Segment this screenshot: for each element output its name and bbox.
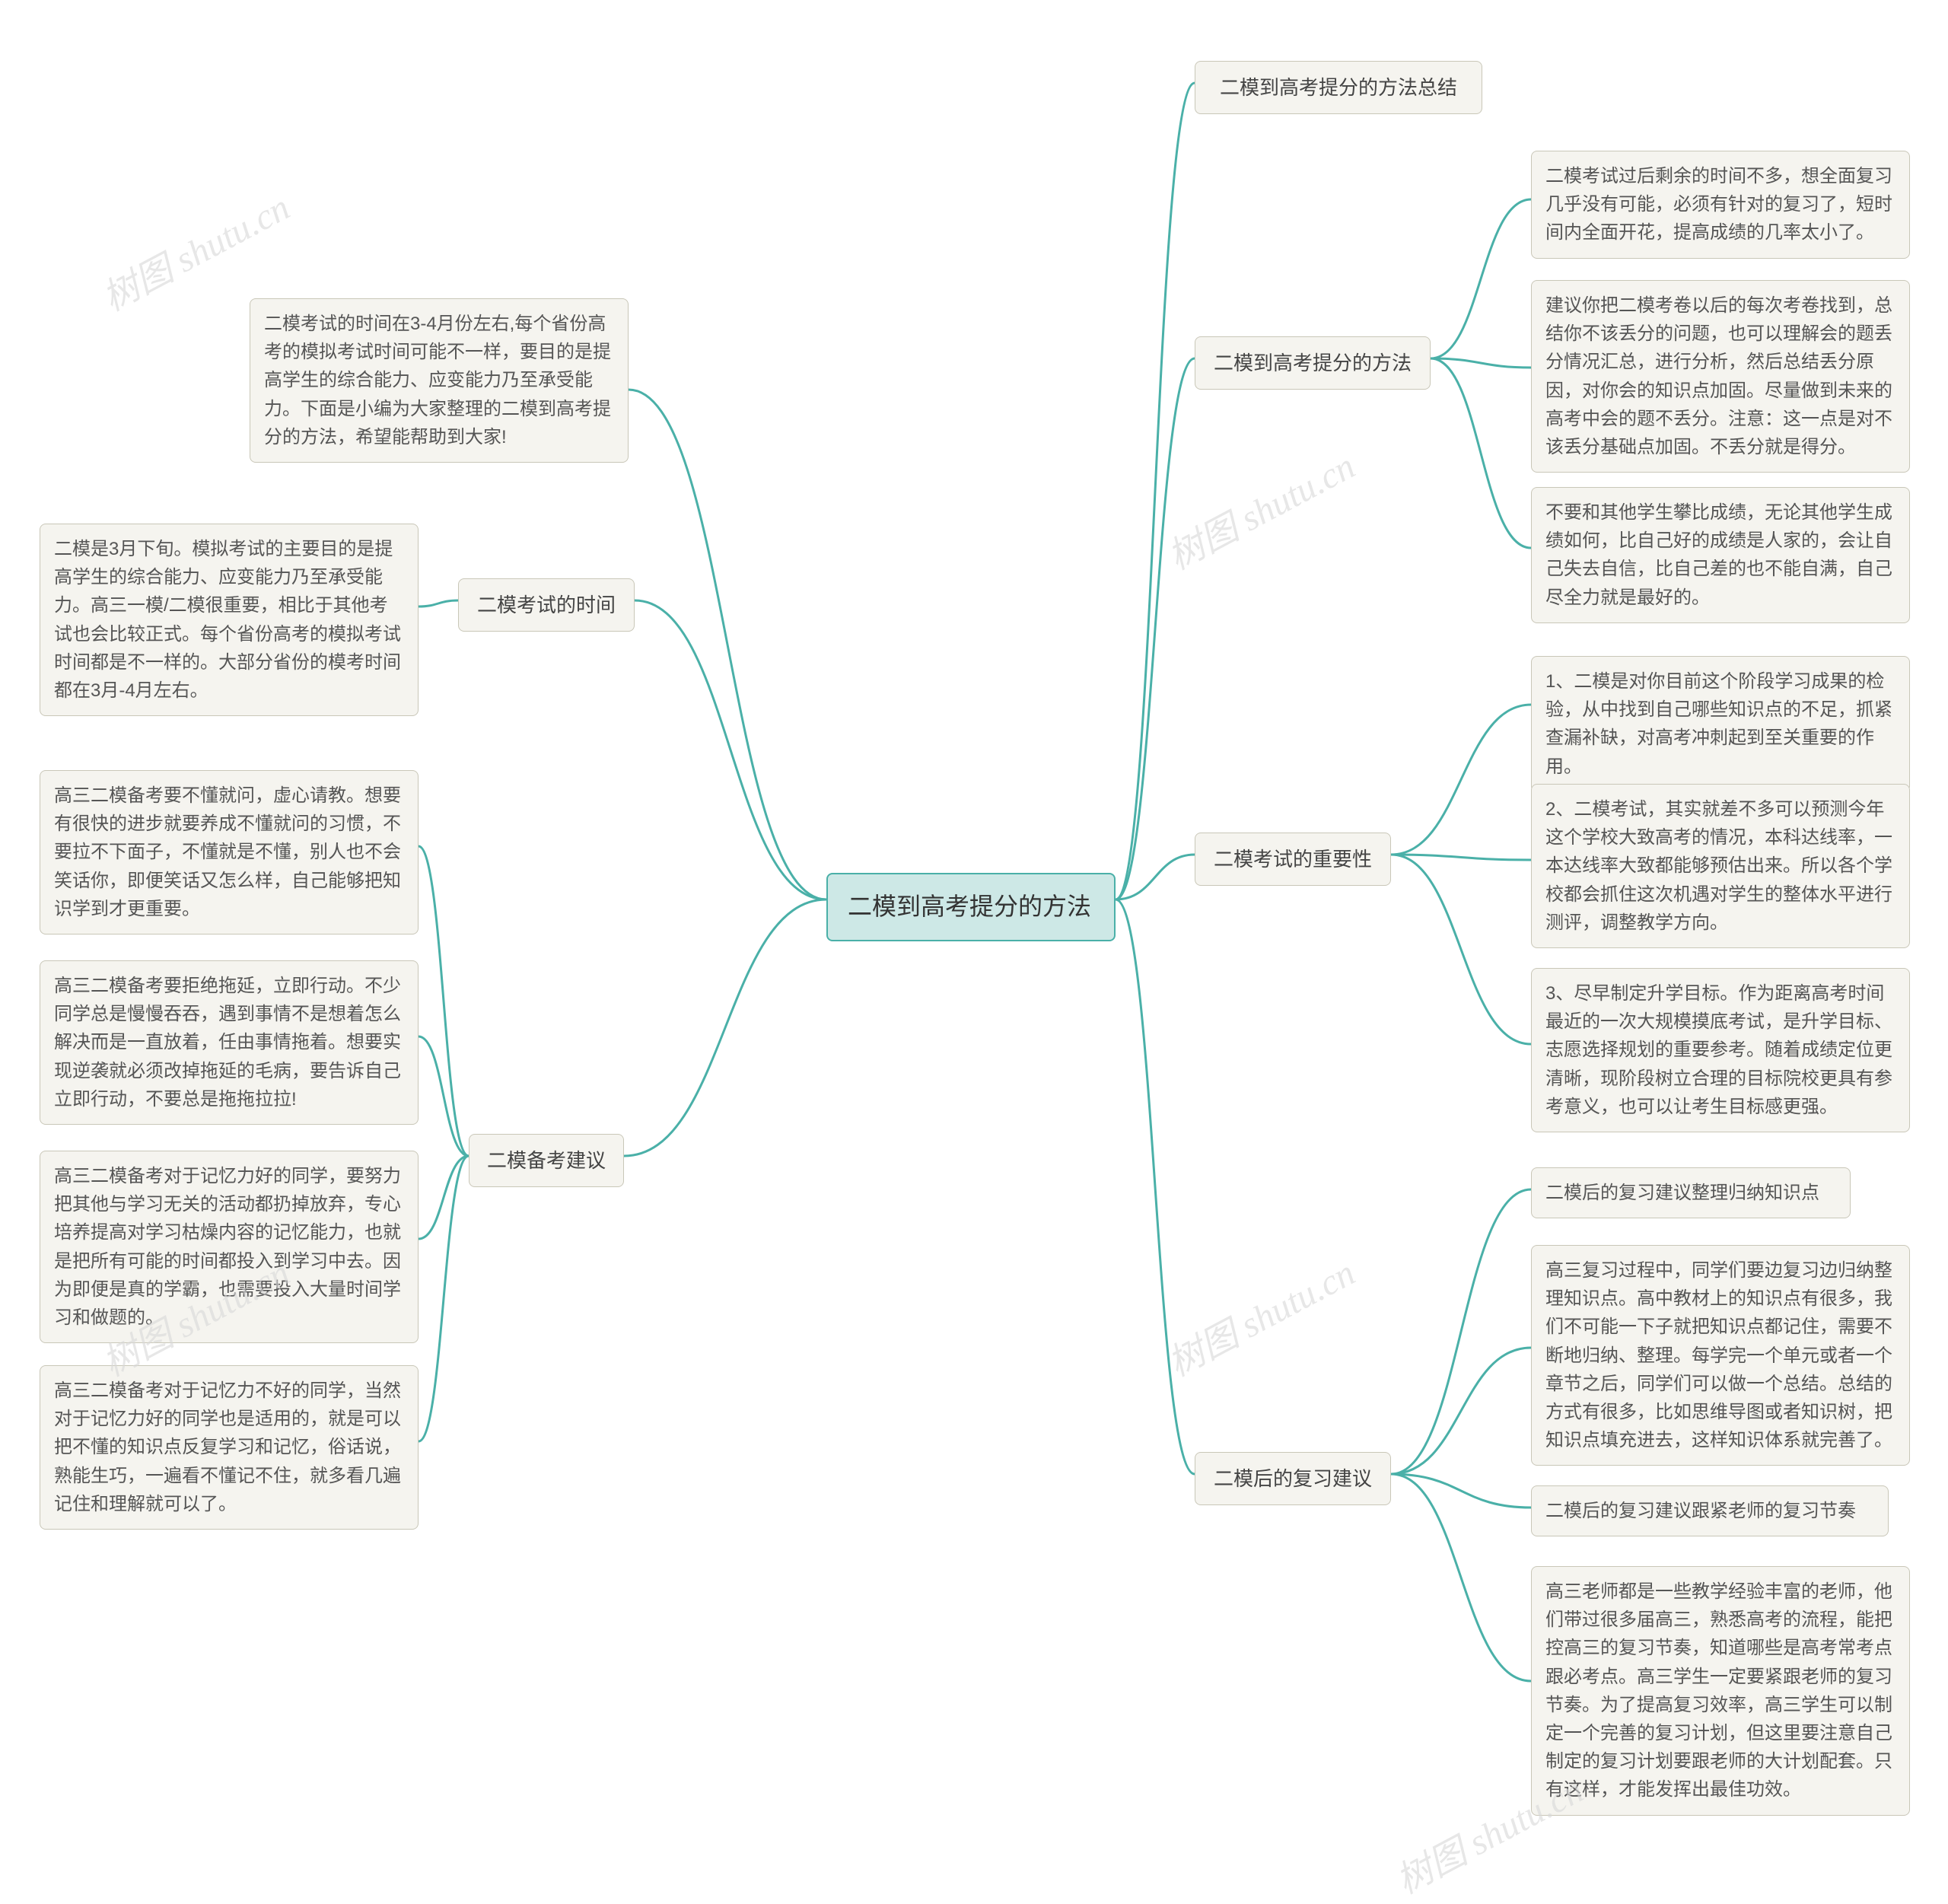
- mindmap-node: 二模考试的时间: [458, 578, 635, 632]
- mindmap-node: 二模到高考提分的方法: [1195, 336, 1431, 390]
- mindmap-node: 高三老师都是一些教学经验丰富的老师，他们带过很多届高三，熟悉高考的流程，能把控高…: [1531, 1566, 1910, 1816]
- mindmap-node: 高三二模备考对于记忆力好的同学，要努力把其他与学习无关的活动都扔掉放弃，专心培养…: [40, 1151, 419, 1343]
- watermark: 树图 shutu.cn: [1157, 437, 1363, 580]
- mindmap-node: 二模考试的时间在3-4月份左右,每个省份高考的模拟考试时间可能不一样，要目的是提…: [250, 298, 629, 463]
- mindmap-node: 高三二模备考要拒绝拖延，立即行动。不少同学总是慢慢吞吞，遇到事情不是想着怎么解决…: [40, 960, 419, 1125]
- mindmap-node: 3、尽早制定升学目标。作为距离高考时间最近的一次大规模摸底考试，是升学目标、志愿…: [1531, 968, 1910, 1132]
- mindmap-node: 高三复习过程中，同学们要边复习边归纳整理知识点。高中教材上的知识点有很多，我们不…: [1531, 1245, 1910, 1466]
- mindmap-node: 高三二模备考要不懂就问，虚心请教。想要有很快的进步就要养成不懂就问的习惯，不要拉…: [40, 770, 419, 934]
- mindmap-node: 二模考试过后剩余的时间不多，想全面复习几乎没有可能，必须有针对的复习了，短时间内…: [1531, 151, 1910, 259]
- mindmap-node: 二模是3月下旬。模拟考试的主要目的是提高学生的综合能力、应变能力乃至承受能力。高…: [40, 524, 419, 716]
- mindmap-node: 二模后的复习建议: [1195, 1452, 1391, 1505]
- mindmap-node: 高三二模备考对于记忆力不好的同学，当然对于记忆力好的同学也是适用的，就是可以把不…: [40, 1365, 419, 1530]
- mindmap-node: 1、二模是对你目前这个阶段学习成果的检验，从中找到自己哪些知识点的不足，抓紧查漏…: [1531, 656, 1910, 792]
- mindmap-node: 不要和其他学生攀比成绩，无论其他学生成绩如何，比自己好的成绩是人家的，会让自己失…: [1531, 487, 1910, 623]
- mindmap-node: 二模备考建议: [469, 1134, 624, 1187]
- mindmap-node: 建议你把二模考卷以后的每次考卷找到，总结你不该丢分的问题，也可以理解会的题丢分情…: [1531, 280, 1910, 473]
- mindmap-node: 2、二模考试，其实就差不多可以预测今年这个学校大致高考的情况，本科达线率，一本达…: [1531, 784, 1910, 948]
- mindmap-node: 二模后的复习建议整理归纳知识点: [1531, 1167, 1851, 1218]
- mindmap-node: 二模考试的重要性: [1195, 833, 1391, 886]
- mindmap-node: 二模到高考提分的方法: [826, 873, 1116, 941]
- mindmap-canvas: 二模到高考提分的方法 二模考试的时间在3-4月份左右,每个省份高考的模拟考试时间可…: [0, 0, 1948, 1890]
- mindmap-node: 二模后的复习建议跟紧老师的复习节奏: [1531, 1485, 1889, 1536]
- mindmap-node: 二模到高考提分的方法总结: [1195, 61, 1482, 114]
- watermark: 树图 shutu.cn: [1157, 1243, 1363, 1387]
